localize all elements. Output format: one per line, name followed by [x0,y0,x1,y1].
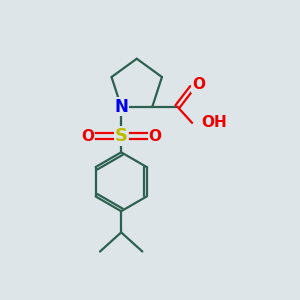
Text: OH: OH [201,116,227,130]
Text: O: O [81,129,94,144]
Text: O: O [192,77,205,92]
Text: S: S [115,127,128,145]
Text: N: N [114,98,128,116]
Text: O: O [148,129,161,144]
